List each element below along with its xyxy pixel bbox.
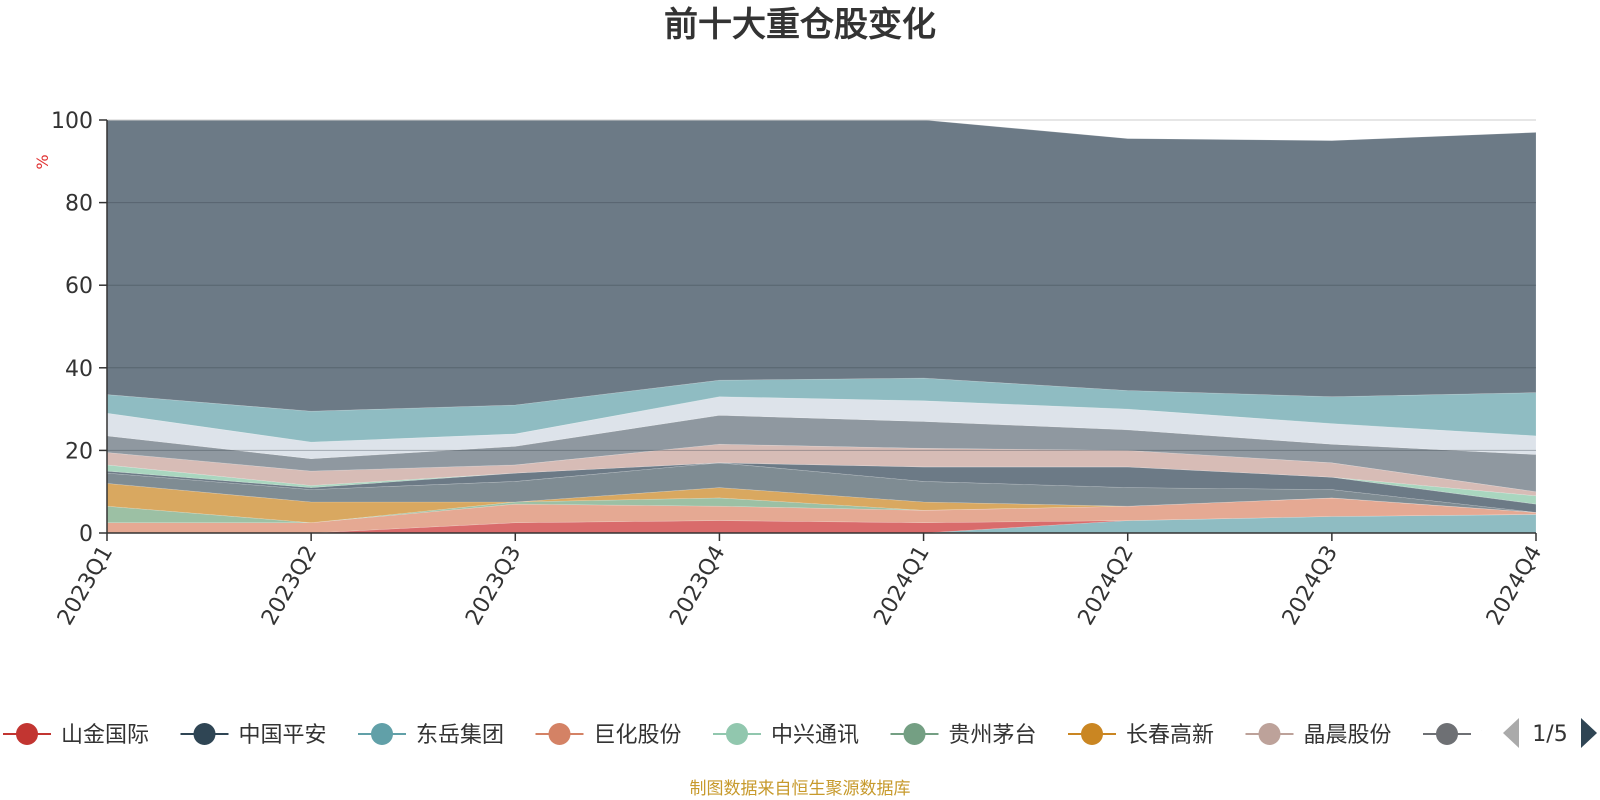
y-tick-label: 60 xyxy=(65,274,93,299)
legend-item[interactable]: 东岳集团 xyxy=(358,723,504,748)
y-axis-ticks: 0 20 40 60 80 100 xyxy=(51,109,107,547)
legend-marker-icon xyxy=(903,723,926,745)
legend-marker-icon xyxy=(371,723,393,745)
x-tick-label: 2024Q2 xyxy=(1074,542,1139,630)
data-source-footer: 制图数据来自恒生聚源数据库 xyxy=(690,779,911,799)
x-tick-label: 2024Q1 xyxy=(869,542,934,630)
legend-label: 沪 xyxy=(1481,723,1503,748)
chart-title: 前十大重仓股变化 xyxy=(664,5,936,45)
area-series-6 xyxy=(106,462,1537,513)
legend-item[interactable]: 长春高新 xyxy=(1068,723,1214,748)
legend-item[interactable]: 沪 xyxy=(1423,723,1503,748)
legend-page-indicator: 1/5 xyxy=(1532,722,1567,747)
x-tick-label: 2023Q3 xyxy=(461,542,526,630)
legend-label: 长春高新 xyxy=(1126,723,1214,748)
legend-marker-icon xyxy=(193,723,216,745)
x-tick-label: 2023Q4 xyxy=(665,542,730,630)
y-tick-label: 20 xyxy=(65,439,93,464)
legend-label: 东岳集团 xyxy=(416,723,504,748)
legend-next-page-icon[interactable] xyxy=(1581,718,1597,748)
area-series-5 xyxy=(106,462,1537,513)
legend-item[interactable]: 晶晨股份 xyxy=(1245,723,1392,748)
legend-prev-page-icon[interactable] xyxy=(1503,718,1519,748)
area-series-7 xyxy=(106,462,1537,505)
y-tick-label: 40 xyxy=(65,357,93,382)
legend-marker-icon xyxy=(1258,723,1281,745)
legend-item[interactable]: 贵州茅台 xyxy=(890,723,1037,748)
legend-marker-icon xyxy=(726,723,748,745)
grid-lines xyxy=(107,119,1536,451)
legend-label: 贵州茅台 xyxy=(949,723,1037,748)
legend-marker-icon xyxy=(1081,723,1103,745)
axes xyxy=(106,120,1536,534)
legend-item[interactable]: 山金国际 xyxy=(3,723,149,748)
y-tick-label: 80 xyxy=(65,192,93,217)
legend-marker-icon xyxy=(1436,723,1458,745)
legend-label: 巨化股份 xyxy=(594,723,682,748)
area-series-9 xyxy=(106,414,1537,493)
x-tick-label: 2024Q3 xyxy=(1278,542,1343,630)
legend-label: 山金国际 xyxy=(61,723,149,748)
legend-marker-icon xyxy=(548,723,571,745)
y-axis-label: % xyxy=(33,154,52,169)
legend-item[interactable]: 中兴通讯 xyxy=(713,723,859,748)
plot-areas xyxy=(106,119,1537,534)
x-tick-label: 2023Q1 xyxy=(53,542,118,630)
x-tick-label: 2023Q2 xyxy=(257,542,322,630)
x-axis-ticks: 2023Q1 2023Q2 2023Q3 2023Q4 2024Q1 2024Q2 2024… xyxy=(53,533,1547,630)
legend-marker-icon xyxy=(16,723,38,745)
y-tick-label: 0 xyxy=(79,522,93,547)
legend-label: 中国平安 xyxy=(239,723,327,748)
y-tick-label: 100 xyxy=(51,109,93,134)
legend[interactable]: 山金国际 中国平安 东岳集团 巨化股份 中兴通讯 贵州茅台 长春高新 晶晨股份 沪 xyxy=(3,723,1503,748)
x-tick-label: 2024Q4 xyxy=(1482,542,1547,630)
legend-item[interactable]: 中国平安 xyxy=(180,723,327,748)
legend-label: 中兴通讯 xyxy=(771,723,859,748)
legend-item[interactable]: 巨化股份 xyxy=(535,723,682,748)
legend-label: 晶晨股份 xyxy=(1304,723,1392,748)
legend-pager[interactable]: 1/5 xyxy=(1503,718,1597,748)
